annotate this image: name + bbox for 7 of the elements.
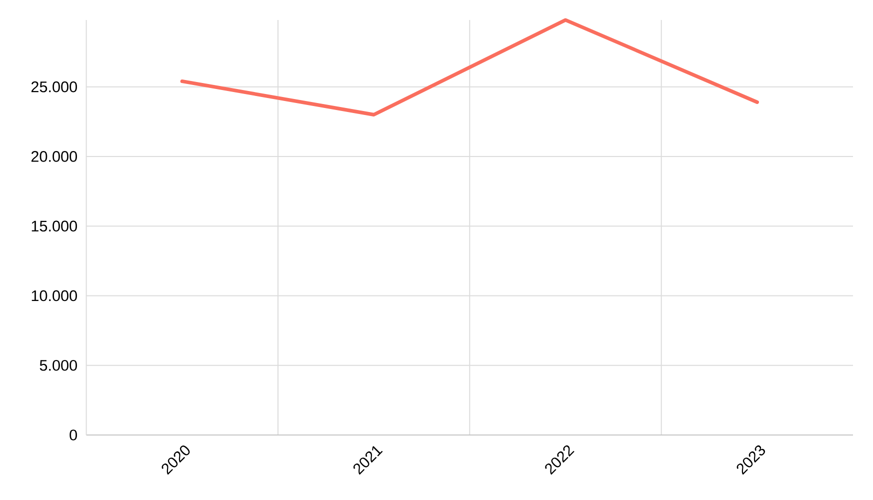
y-tick-label: 15.000 — [32, 220, 77, 232]
y-tick-label: 10.000 — [32, 290, 77, 302]
line-series — [180, 18, 759, 116]
y-tick-label: 25.000 — [31, 81, 77, 92]
y-tick-label: 5.000 — [40, 360, 77, 371]
y-tick-label: 20.000 — [31, 151, 77, 162]
y-tick-label: 0 — [70, 430, 77, 440]
